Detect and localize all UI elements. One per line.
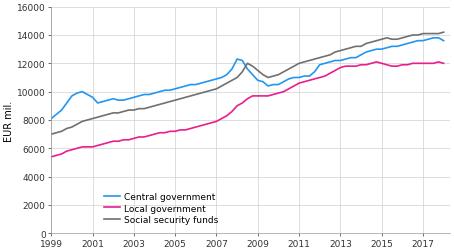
Local government: [126, 139, 131, 142]
Local government: [441, 62, 446, 66]
Central government: [441, 40, 446, 43]
Y-axis label: EUR mil.: EUR mil.: [4, 100, 14, 141]
Social security funds: [219, 85, 224, 88]
Local government: [208, 122, 214, 125]
Local government: [178, 129, 183, 132]
Social security funds: [266, 77, 271, 80]
Legend: Central government, Local government, Social security funds: Central government, Local government, So…: [104, 192, 219, 224]
Social security funds: [126, 109, 131, 112]
Central government: [183, 85, 188, 88]
Local government: [219, 118, 224, 121]
Central government: [219, 77, 224, 80]
Central government: [126, 98, 131, 101]
Line: Social security funds: Social security funds: [51, 33, 444, 135]
Central government: [430, 37, 436, 40]
Central government: [49, 118, 54, 121]
Social security funds: [208, 89, 214, 92]
Social security funds: [49, 133, 54, 136]
Local government: [266, 95, 271, 98]
Local government: [49, 156, 54, 159]
Social security funds: [178, 98, 183, 101]
Social security funds: [441, 32, 446, 35]
Central government: [178, 86, 183, 89]
Local government: [374, 61, 379, 64]
Social security funds: [183, 97, 188, 100]
Line: Central government: Central government: [51, 39, 444, 119]
Line: Local government: Local government: [51, 63, 444, 157]
Local government: [183, 129, 188, 132]
Central government: [266, 85, 271, 88]
Central government: [208, 79, 214, 82]
